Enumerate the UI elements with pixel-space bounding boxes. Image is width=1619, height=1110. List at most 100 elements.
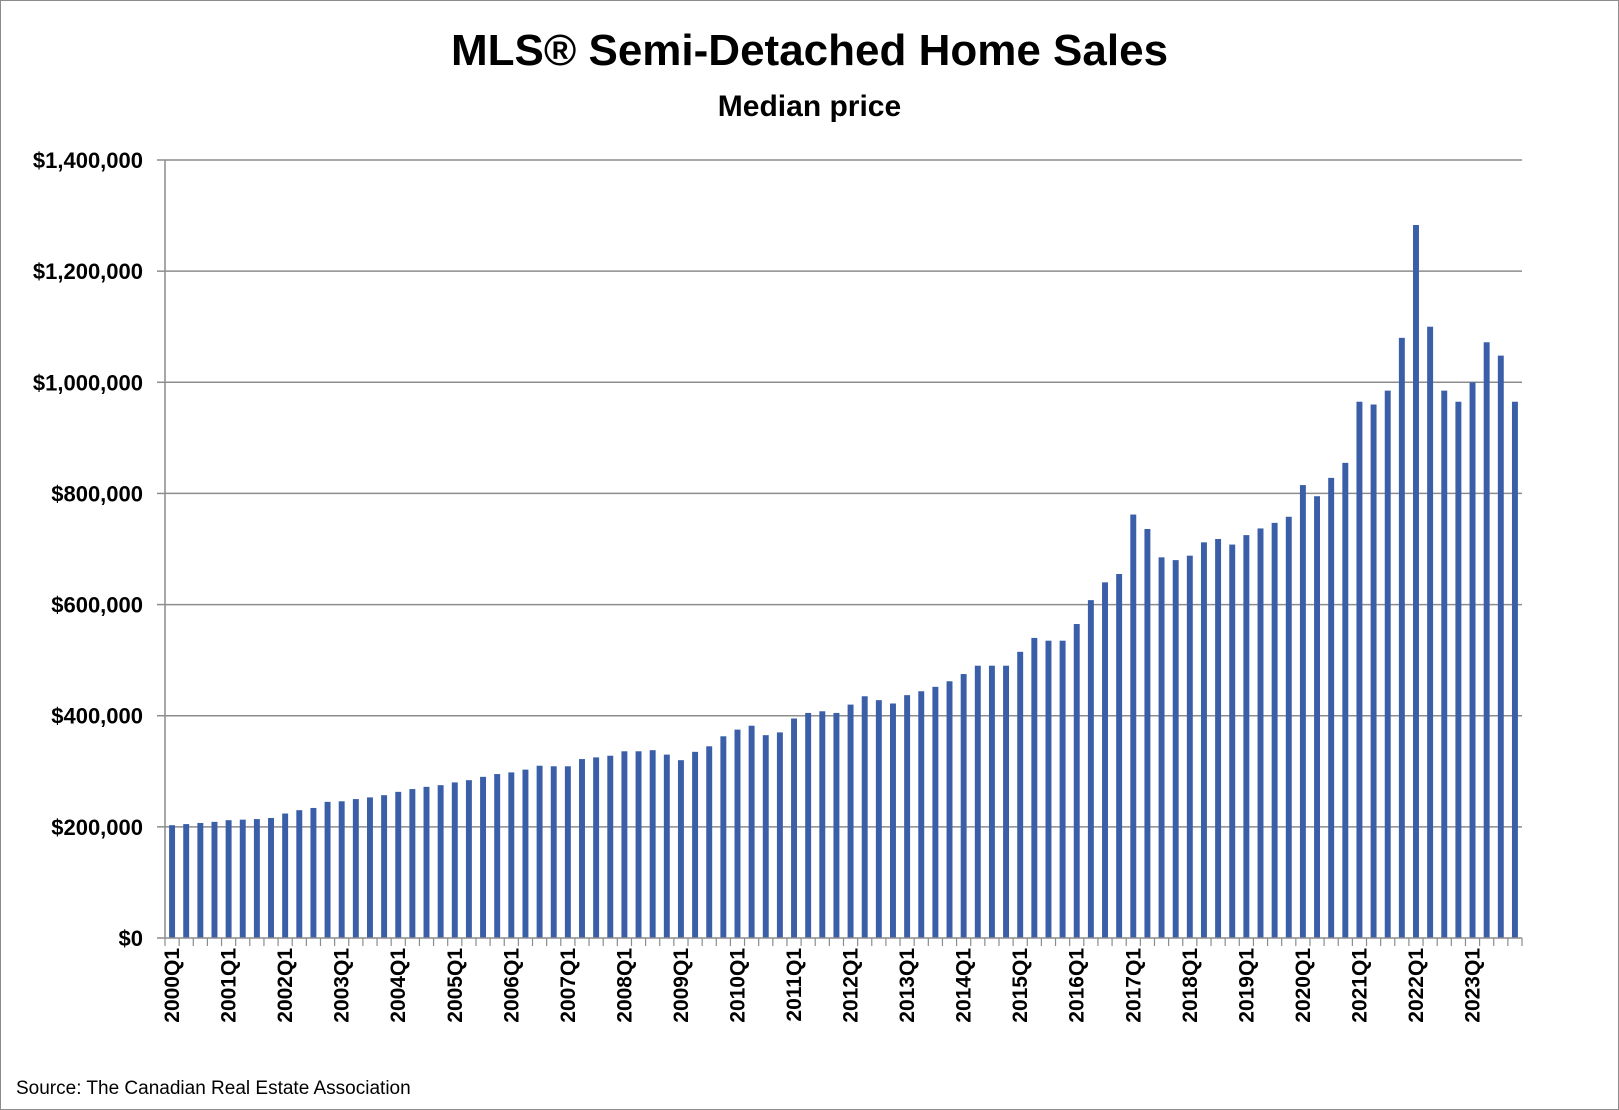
bar-2007Q1 [564,766,571,938]
x-tick-label: 2007Q1 [557,948,580,1023]
bar-2006Q2 [522,769,529,938]
bar-2016Q4 [1116,574,1123,938]
bar-2003Q3 [367,797,373,938]
bar-2015Q1 [1017,651,1024,938]
x-tick-label: 2008Q1 [613,948,636,1023]
bar-2007Q3 [593,757,600,938]
bar-2002Q2 [296,810,303,938]
bar-2021Q1 [1356,401,1363,938]
x-tick-label: 2017Q1 [1122,948,1145,1023]
x-tick-label: 2023Q1 [1462,948,1485,1023]
bar-2004Q3 [423,786,430,938]
bar-2010Q4 [776,732,783,938]
bar-2000Q2 [183,824,190,938]
x-tick-label: 2003Q1 [331,948,354,1023]
x-tick-label: 2001Q1 [218,948,241,1023]
bar-2004Q4 [437,785,444,938]
bar-2016Q2 [1087,600,1094,938]
bar-2007Q2 [579,759,585,938]
bar-2011Q4 [833,712,840,938]
bar-2018Q4 [1229,544,1236,938]
x-tick-label: 2021Q1 [1348,948,1371,1023]
y-tick-label: $1,200,000 [33,259,143,284]
x-tick-label: 2006Q1 [500,948,523,1023]
bar-2001Q4 [268,817,274,938]
bar-2010Q3 [762,735,769,938]
source-note: Source: The Canadian Real Estate Associa… [16,1078,411,1099]
x-tick-label: 2009Q1 [670,948,693,1023]
bar-2019Q2 [1257,528,1264,938]
bar-2021Q2 [1370,404,1377,938]
bar-2011Q1 [791,718,797,938]
y-tick-label: $1,000,000 [33,370,143,395]
bar-2018Q2 [1200,542,1207,938]
bar-2016Q3 [1102,582,1108,938]
bar-2017Q4 [1172,560,1179,938]
y-tick-label: $600,000 [51,593,143,618]
bar-2004Q1 [395,791,402,938]
y-tick-label: $400,000 [51,704,143,729]
x-tick-label: 2019Q1 [1235,948,1258,1023]
bar-2023Q3 [1497,355,1504,938]
bar-2006Q4 [550,766,557,938]
y-tick-label: $200,000 [51,815,143,840]
x-tick-label: 2020Q1 [1292,948,1315,1023]
x-tick-label: 2022Q1 [1405,948,1428,1023]
bar-2010Q2 [748,725,755,938]
bar-2008Q4 [663,754,670,938]
y-tick-label: $800,000 [51,481,143,506]
bar-2015Q4 [1059,640,1066,938]
x-axis-tick-labels: 2000Q1 2001Q1 2002Q1 2003Q1 2004Q1 2005Q1 2006… [161,948,1484,1023]
bar-2000Q3 [197,822,204,938]
x-tick-label: 2005Q1 [444,948,467,1023]
bar-2003Q4 [381,795,388,938]
bar-2005Q3 [480,776,487,938]
x-tick-label: 2016Q1 [1066,948,1089,1023]
bar-2020Q4 [1342,462,1349,938]
bar-2013Q1 [904,695,911,938]
bar-2012Q2 [861,696,868,938]
x-tick-label: 2018Q1 [1179,948,1202,1023]
bar-2006Q3 [536,765,543,938]
x-tick-label: 2014Q1 [953,948,976,1023]
axes [164,160,1523,946]
bar-2006Q1 [508,772,515,938]
x-tick-label: 2012Q1 [840,948,863,1023]
bar-2020Q1 [1299,485,1306,938]
bar-2014Q2 [974,665,981,938]
bar-2014Q1 [960,674,967,938]
bar-2018Q3 [1215,539,1222,938]
x-tick-label: 2000Q1 [161,948,184,1023]
bar-2017Q1 [1130,514,1137,938]
bar-2012Q3 [875,700,882,938]
bar-2013Q4 [946,681,953,938]
bar-2013Q2 [918,691,925,938]
chart-title: MLS® Semi-Detached Home Sales [450,26,1169,75]
bar-2003Q1 [338,801,345,938]
x-tick-label: 2010Q1 [726,948,749,1023]
bar-2009Q3 [706,746,713,938]
y-axis-tick-labels: $0 $200,000 $400,000 $600,000 $800,000 $1,000… [33,148,143,951]
bar-2019Q4 [1285,516,1292,938]
bar-2014Q4 [1003,665,1010,938]
bar-2005Q4 [494,774,501,938]
bar-2013Q3 [932,686,939,938]
bar-2002Q3 [310,807,317,938]
bar-2019Q1 [1243,535,1250,938]
bar-2010Q1 [734,729,741,938]
bar-2022Q3 [1441,390,1448,938]
bar-2019Q3 [1271,522,1278,938]
bar-2009Q1 [677,760,684,938]
x-tick-label: 2015Q1 [1009,948,1032,1023]
bar-2005Q2 [465,780,472,938]
bar-series [169,225,1518,939]
bar-2001Q1 [225,820,232,938]
x-tick-label: 2002Q1 [274,948,297,1023]
bar-2020Q2 [1314,496,1321,938]
bar-2012Q4 [890,703,896,938]
bar-2014Q3 [988,665,995,938]
bar-2001Q3 [253,819,260,938]
bar-2004Q2 [409,789,416,938]
bar-2022Q4 [1455,401,1462,938]
